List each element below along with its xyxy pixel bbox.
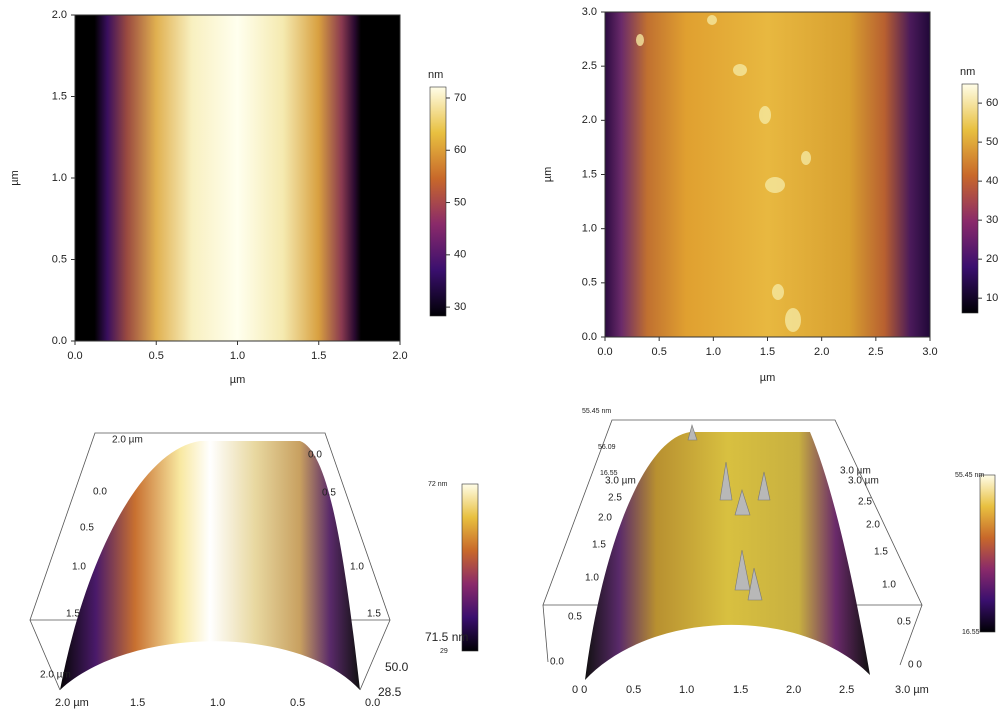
z-axis-label: 71.5 nm: [425, 630, 468, 644]
colorbar-label: 16.55: [962, 629, 980, 636]
x-tick-label: 0.0: [67, 350, 82, 362]
y-tick-label: 1.0: [582, 223, 597, 235]
y-tick-label: 0.5: [582, 277, 597, 289]
figure: 0.0 0.5 1.0 1.5 2.0 0.0 0.5 1.0 1.5 2.0 µm µm nm 30 40…: [0, 0, 1005, 713]
axis-tick-label: 2.0 µm: [40, 670, 71, 681]
colorbar-label: 29: [440, 648, 448, 655]
y-tick-label: 2.0: [582, 114, 597, 126]
axis-tick-label: 2.0 µm: [112, 435, 143, 446]
z-axis-label: 28.5: [378, 685, 402, 699]
axis-tick-label: 3.0 µm: [895, 684, 929, 696]
colorbar: [962, 84, 978, 313]
axis-tick-label: 2.0: [786, 684, 801, 696]
x-tick-label: 2.0: [814, 346, 829, 358]
colorbar-tick-label: 20: [986, 253, 998, 265]
colorbar-tick-label: 60: [986, 97, 998, 109]
colorbar-tick-label: 50: [454, 196, 466, 208]
axis-tick-label: 1.0: [350, 562, 364, 573]
axis-tick-label: 1.5: [367, 609, 381, 620]
afm-image: [75, 15, 400, 341]
axis-tick-label: 0.5: [897, 617, 911, 628]
y-tick-label: 1.0: [52, 172, 67, 184]
axis-tick-label: 0 0: [908, 660, 922, 671]
axis-tick-label: 3.0 µm: [605, 476, 636, 487]
axis-tick-label: 1.0: [72, 562, 86, 573]
axis-tick-label: 2.0: [866, 520, 880, 531]
x-tick-label: 0.5: [149, 350, 164, 362]
axis-tick-label: 2.0: [598, 513, 612, 524]
x-tick-label: 2.5: [868, 346, 883, 358]
axis-tick-label: 0.0: [365, 697, 380, 709]
x-tick-label: 1.0: [230, 350, 245, 362]
axis-tick-label: 1.0: [210, 697, 225, 709]
axis-tick-label: 1.5: [874, 547, 888, 558]
y-tick-label: 2.0: [52, 9, 67, 21]
colorbar-tick-label: 60: [454, 144, 466, 156]
x-tick-label: 1.5: [311, 350, 326, 362]
colorbar-tick-label: 50: [986, 136, 998, 148]
y-tick-label: 0.0: [52, 335, 67, 347]
x-tick-label: 3.0: [922, 346, 937, 358]
axis-tick-label: 1.5: [66, 609, 80, 620]
y-tick-label: 2.5: [582, 60, 597, 72]
axis-tick-label: 0.5: [626, 684, 641, 696]
y-axis-label: µm: [542, 167, 554, 183]
colorbar-tick-label: 70: [454, 92, 466, 104]
colorbar-tick-label: 30: [454, 301, 466, 313]
axis-tick-label: 1.0: [882, 580, 896, 591]
axis-tick-label: 1.0: [679, 684, 694, 696]
y-tick-label: 1.5: [582, 168, 597, 180]
x-tick-label: 0.5: [652, 346, 667, 358]
axis-tick-label: 2.5: [858, 497, 872, 508]
x-axis-label: µm: [230, 374, 246, 386]
axis-tick-label: 0.0: [93, 487, 107, 498]
axis-tick-label: 2.5: [608, 493, 622, 504]
colorbar-label: 72 nm: [428, 481, 448, 488]
z-axis-label: 56.09: [598, 444, 616, 451]
axis-tick-label: 2.0 µm: [55, 697, 89, 709]
colorbar-tick-label: 10: [986, 292, 998, 304]
axis-tick-label: 0.5: [80, 523, 94, 534]
surface: [585, 432, 870, 680]
colorbar: [462, 484, 478, 651]
axis-tick-label: 0.0: [550, 657, 564, 668]
axis-tick-label: 0.5: [322, 488, 336, 499]
colorbar-tick-label: 40: [454, 249, 466, 261]
z-axis-label: 50.0: [385, 660, 409, 674]
axis-tick-label: 0.5: [568, 612, 582, 623]
colorbar-tick-label: 40: [986, 175, 998, 187]
y-tick-label: 0.0: [582, 331, 597, 343]
axis-tick-label: 0.5: [290, 697, 305, 709]
surface: [60, 441, 360, 690]
x-axis-label: µm: [760, 372, 776, 384]
axis-tick-label: 1.0: [585, 573, 599, 584]
axis-tick-label: 1.5: [592, 540, 606, 551]
afm-image: [605, 12, 930, 337]
colorbar-tick-label: 30: [986, 214, 998, 226]
x-tick-label: 1.5: [760, 346, 775, 358]
colorbar: [430, 87, 446, 316]
axis-tick-label: 1.5: [733, 684, 748, 696]
z-axis-label: 55.45 nm: [582, 408, 611, 415]
colorbar-label: nm: [960, 66, 975, 78]
axis-tick-label: 3.0 µm: [848, 476, 879, 487]
colorbar: [980, 475, 995, 632]
y-axis-label: µm: [9, 170, 21, 186]
x-tick-label: 0.0: [597, 346, 612, 358]
x-tick-label: 2.0: [392, 350, 407, 362]
y-tick-label: 3.0: [582, 6, 597, 18]
axis-tick-label: 0.0: [308, 450, 322, 461]
colorbar-label: 55.45 nm: [955, 472, 984, 479]
axis-tick-label: 2.5: [839, 684, 854, 696]
x-tick-label: 1.0: [706, 346, 721, 358]
axis-tick-label: 0 0: [572, 684, 587, 696]
y-tick-label: 0.5: [52, 253, 67, 265]
y-tick-label: 1.5: [52, 90, 67, 102]
colorbar-label: nm: [428, 69, 443, 81]
axis-tick-label: 1.5: [130, 697, 145, 709]
